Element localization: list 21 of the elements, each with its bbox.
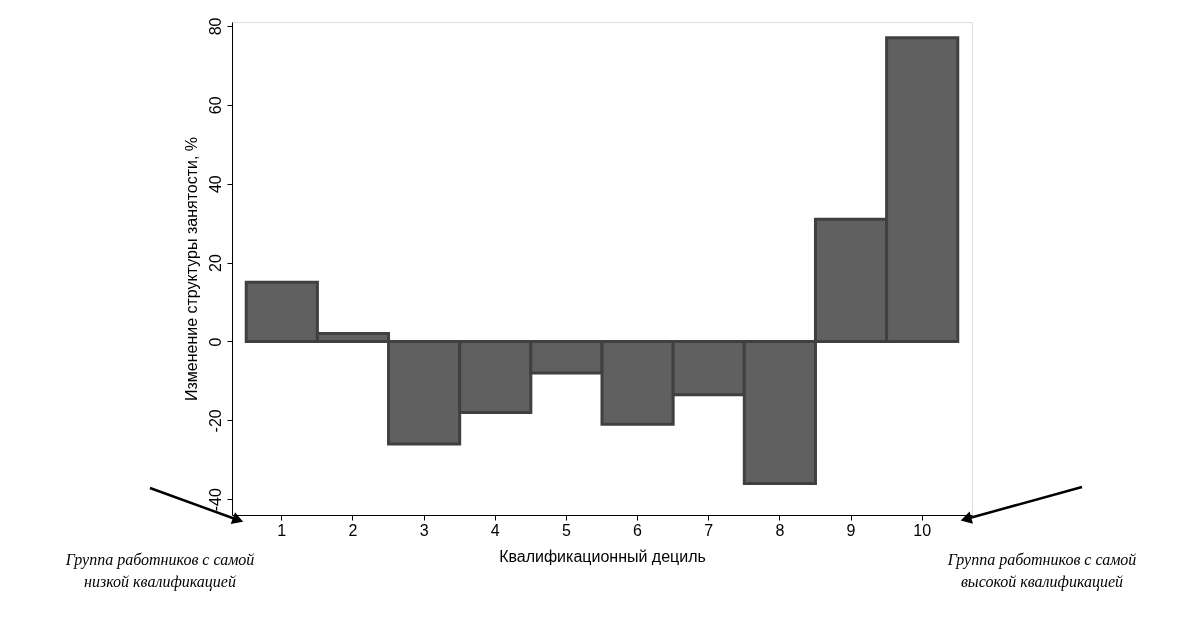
- y-tick-label: 40: [206, 175, 224, 194]
- x-tick-label: 9: [846, 521, 856, 539]
- y-axis-title: Изменение структуры занятости, %: [182, 136, 200, 402]
- y-tick-label: 60: [206, 96, 224, 115]
- text: Группа работников с самой высокой квалификацией: [946, 551, 1137, 591]
- y-tick-label: -20: [206, 409, 224, 433]
- x-tick-label: 4: [490, 521, 500, 539]
- x-tick-label: 2: [348, 521, 358, 539]
- y-tick-label: 0: [206, 337, 224, 347]
- x-axis-title: Квалификационный дециль: [499, 547, 706, 565]
- y-tick-label: 20: [206, 254, 224, 272]
- y-tick-label: 80: [206, 17, 224, 36]
- x-tick-label: 8: [775, 521, 785, 539]
- x-tick-label: 5: [561, 521, 571, 539]
- x-tick-label: 1: [277, 521, 287, 539]
- x-tick-label: 6: [633, 521, 643, 539]
- x-tick-label: 7: [704, 521, 714, 539]
- x-tick-label: 10: [913, 521, 932, 539]
- text: Группа работников с самой низкой квалификацией: [64, 551, 255, 591]
- x-tick-label: 3: [419, 521, 429, 539]
- y-tick-label: -40: [206, 488, 224, 512]
